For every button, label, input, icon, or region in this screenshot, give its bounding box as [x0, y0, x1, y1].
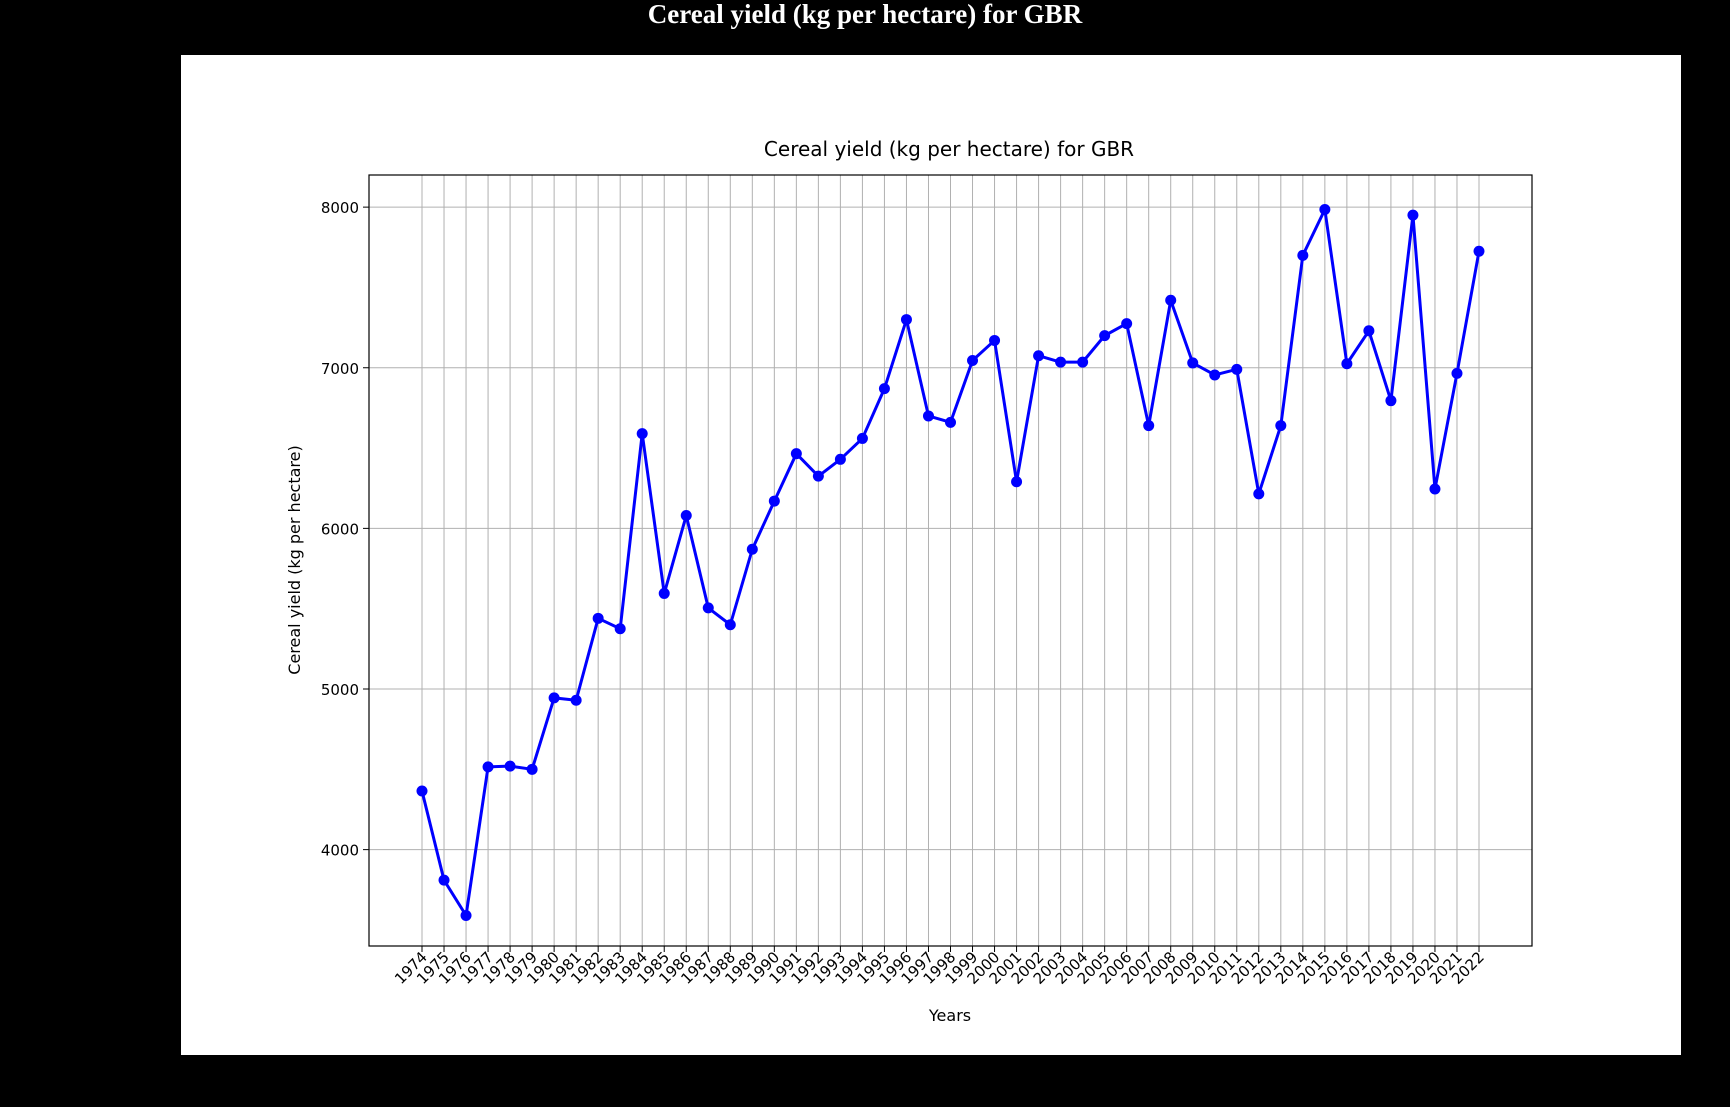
page-title: Cereal yield (kg per hectare) for GBR	[647, 0, 1083, 29]
data-point	[1429, 483, 1441, 495]
data-point	[1231, 363, 1243, 375]
data-point	[878, 383, 890, 395]
data-point	[416, 785, 428, 797]
data-point	[746, 543, 758, 555]
data-point	[636, 428, 648, 440]
data-point	[1341, 358, 1353, 370]
data-point	[548, 692, 560, 704]
data-point	[922, 410, 934, 422]
data-point	[1055, 356, 1067, 368]
data-point	[1473, 245, 1485, 257]
data-point	[1121, 318, 1133, 330]
data-point	[680, 510, 692, 522]
data-point	[900, 314, 912, 326]
data-point	[967, 355, 979, 367]
y-tick-label: 5000	[321, 681, 359, 699]
data-point	[1253, 488, 1265, 500]
data-point	[834, 453, 846, 465]
line-chart: Cereal yield (kg per hectare) for GBR 40…	[285, 137, 1533, 1025]
series-layer	[416, 204, 1485, 921]
data-point	[790, 448, 802, 460]
data-point	[1033, 350, 1045, 362]
data-point	[1143, 420, 1155, 432]
data-point	[658, 587, 670, 599]
data-point	[482, 761, 494, 773]
data-point	[526, 763, 538, 775]
data-point	[1363, 325, 1375, 337]
x-axis: 1974197519761977197819791980198119821983…	[391, 946, 1488, 988]
data-point	[1077, 356, 1089, 368]
y-tick-label: 7000	[321, 360, 359, 378]
data-point	[812, 470, 824, 482]
data-point	[1319, 204, 1331, 216]
y-tick-label: 8000	[321, 199, 359, 217]
data-point	[1385, 395, 1397, 407]
data-point	[768, 495, 780, 507]
chart-figure: Cereal yield (kg per hectare) for GBR 40…	[181, 55, 1681, 1055]
data-point	[724, 619, 736, 631]
data-point	[592, 612, 604, 624]
data-point	[702, 602, 714, 614]
x-axis-label: Years	[928, 1006, 971, 1025]
data-point	[570, 694, 582, 706]
data-point	[1011, 476, 1023, 488]
data-point	[1165, 294, 1177, 306]
data-point	[1407, 209, 1419, 221]
data-point	[504, 760, 516, 772]
data-point	[856, 432, 868, 444]
y-tick-label: 4000	[321, 842, 359, 860]
data-point	[460, 909, 472, 921]
data-point	[1275, 420, 1287, 432]
data-point	[614, 623, 626, 635]
y-tick-label: 6000	[321, 520, 359, 538]
data-point	[1297, 249, 1309, 261]
chart-title: Cereal yield (kg per hectare) for GBR	[764, 137, 1134, 161]
grid-layer	[369, 175, 1532, 946]
y-axis-label: Cereal yield (kg per hectare)	[285, 445, 304, 674]
data-point	[945, 416, 956, 428]
data-point	[989, 334, 1001, 346]
data-point	[1451, 367, 1463, 379]
data-point	[1187, 357, 1199, 369]
data-point	[1209, 369, 1221, 381]
data-point	[1099, 330, 1111, 342]
data-point	[438, 874, 450, 886]
y-axis: 4000 5000 6000 7000 8000	[321, 199, 369, 860]
